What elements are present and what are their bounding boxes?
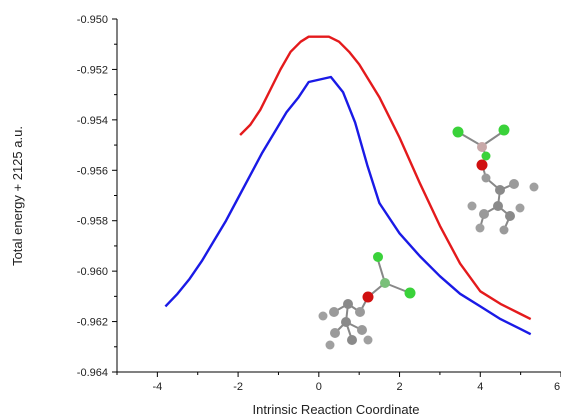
y-tick-label: -0.960 <box>77 266 108 278</box>
y-tick-label: -0.956 <box>77 165 108 177</box>
y-tick-label: -0.952 <box>77 64 108 76</box>
y-axis-label: Total energy + 2125 a.u. <box>10 126 25 266</box>
x-axis-label: Intrinsic Reaction Coordinate <box>253 402 420 417</box>
transition-state-molecule-illustration <box>452 124 539 235</box>
y-tick-label: -0.950 <box>77 14 108 26</box>
y-tick-label: -0.958 <box>77 216 108 228</box>
series-line-1 <box>239 35 532 321</box>
plot-area: -0.964 -0.962 -0.960 -0.958 -0.956 -0.954 -0.9… <box>77 14 561 393</box>
reactant-molecule-illustration <box>318 252 416 350</box>
y-tick-label: -0.954 <box>77 115 108 127</box>
y-tick-label: -0.964 <box>77 367 108 379</box>
x-tick-label: -2 <box>233 381 243 393</box>
x-tick-label: -4 <box>152 381 162 393</box>
x-tick-label: 0 <box>316 381 322 393</box>
y-tick-label: -0.962 <box>77 317 108 329</box>
x-tick-label: 6 <box>554 381 560 393</box>
x-tick-label: 4 <box>477 381 483 393</box>
series-line-2 <box>164 75 532 336</box>
x-tick-label: 2 <box>396 381 402 393</box>
